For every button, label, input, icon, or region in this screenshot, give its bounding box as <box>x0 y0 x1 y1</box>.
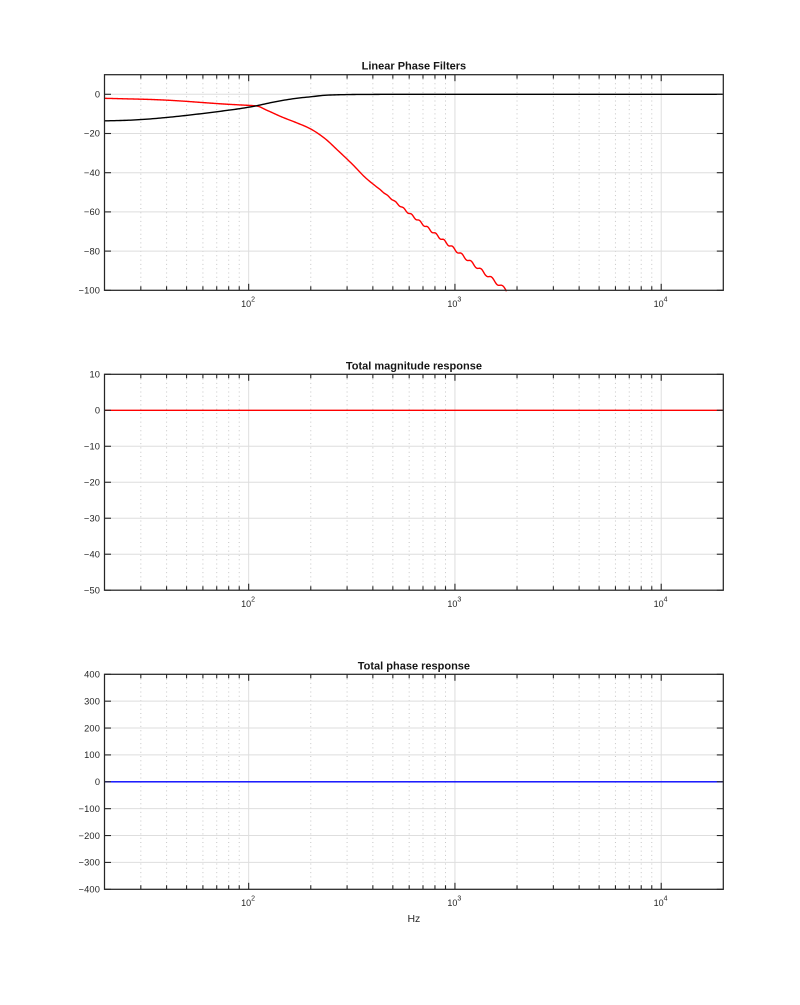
svg-text:−300: −300 <box>78 858 100 868</box>
svg-text:−80: −80 <box>84 246 100 256</box>
svg-text:−20: −20 <box>84 129 100 139</box>
svg-text:−40: −40 <box>84 549 100 559</box>
svg-text:Hz: Hz <box>407 913 420 925</box>
svg-text:−400: −400 <box>78 885 100 895</box>
svg-text:300: 300 <box>84 696 100 706</box>
svg-text:−30: −30 <box>84 513 100 523</box>
svg-text:Total magnitude response: Total magnitude response <box>346 360 482 372</box>
svg-text:−20: −20 <box>84 477 100 487</box>
svg-text:−40: −40 <box>84 168 100 178</box>
svg-text:0: 0 <box>95 90 100 100</box>
svg-text:0: 0 <box>95 405 100 415</box>
svg-text:Total phase response: Total phase response <box>358 660 470 672</box>
svg-text:−200: −200 <box>78 831 100 841</box>
svg-text:−60: −60 <box>84 207 100 217</box>
svg-text:Linear Phase Filters: Linear Phase Filters <box>362 61 467 73</box>
svg-text:200: 200 <box>84 723 100 733</box>
svg-text:10: 10 <box>89 370 100 380</box>
svg-text:0: 0 <box>95 777 100 787</box>
svg-text:−10: −10 <box>84 441 100 451</box>
svg-text:−100: −100 <box>78 286 100 296</box>
svg-text:100: 100 <box>84 750 100 760</box>
svg-text:400: 400 <box>84 670 100 680</box>
svg-text:−50: −50 <box>84 585 100 595</box>
svg-text:−100: −100 <box>78 804 100 814</box>
